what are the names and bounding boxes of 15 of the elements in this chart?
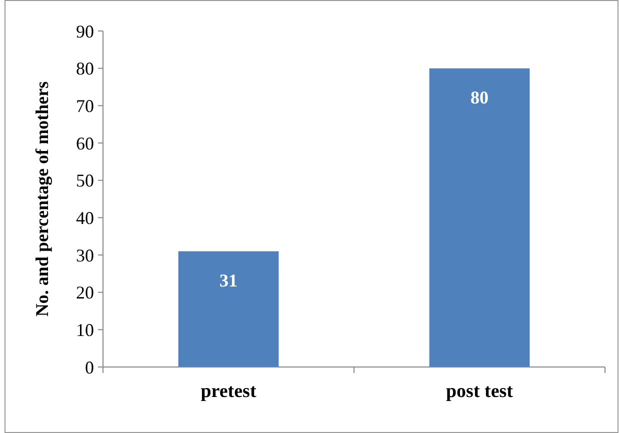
data-label: 31 — [220, 270, 238, 290]
y-tick-label: 40 — [76, 208, 94, 228]
y-tick-label: 90 — [76, 21, 94, 42]
y-tick-label: 60 — [76, 133, 94, 154]
x-tick-label: post test — [446, 381, 514, 402]
data-label: 80 — [470, 87, 488, 108]
y-tick-label: 0 — [85, 357, 94, 378]
y-tick-label: 70 — [76, 96, 94, 116]
y-tick-label: 20 — [76, 282, 94, 303]
x-tick-label: pretest — [200, 381, 257, 402]
y-axis-title: No. and percentage of mothers — [32, 81, 52, 317]
y-tick-label: 10 — [76, 320, 94, 340]
y-tick-label: 80 — [76, 58, 94, 79]
y-tick-label: 30 — [76, 245, 94, 266]
y-tick-label: 50 — [76, 170, 94, 191]
